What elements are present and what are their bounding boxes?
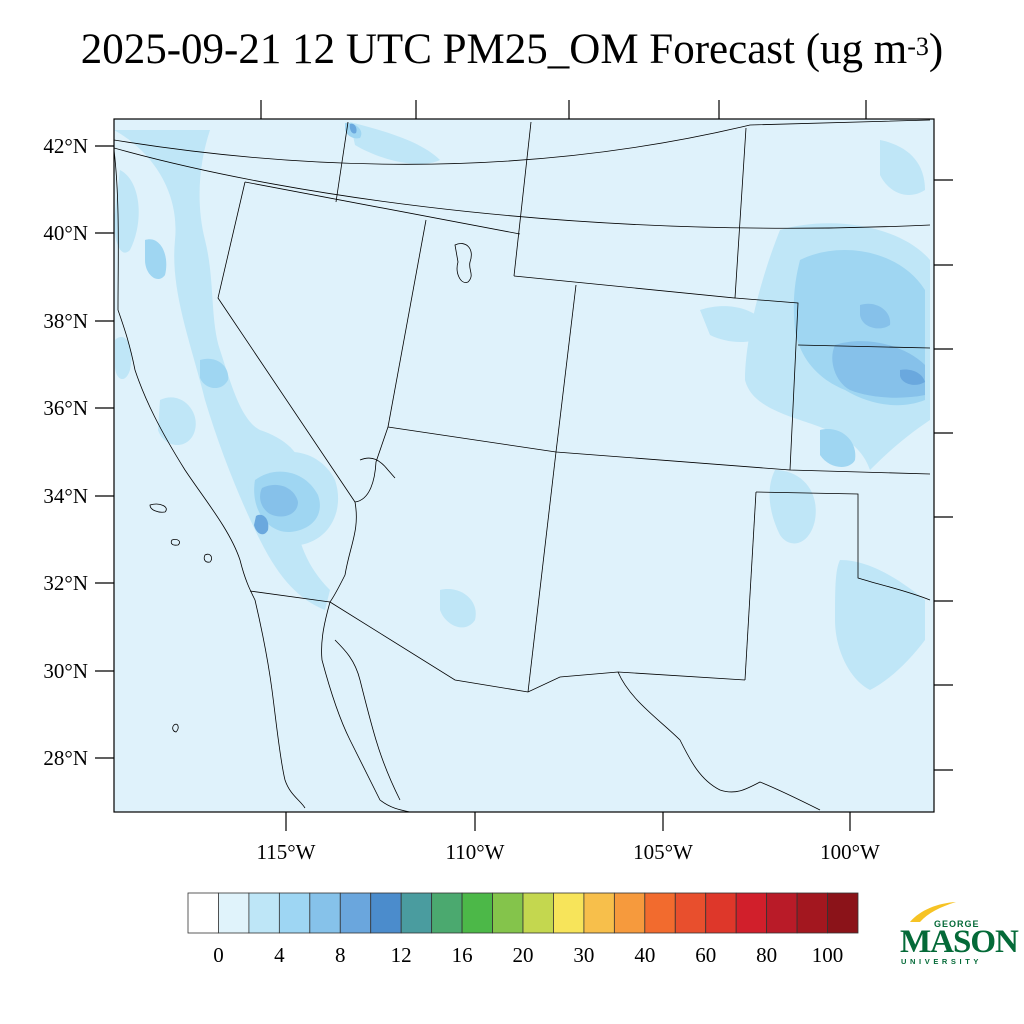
lon-label: 115°W bbox=[257, 840, 316, 864]
title-exponent: -3 bbox=[907, 32, 929, 61]
lat-label: 42°N bbox=[43, 134, 88, 158]
colorbar-box bbox=[431, 892, 463, 934]
logo-george: GEORGE bbox=[934, 919, 980, 929]
map-frame bbox=[113, 118, 935, 813]
title-text: 2025-09-21 12 UTC PM25_OM Forecast (ug m bbox=[80, 26, 908, 73]
colorbar-box bbox=[461, 892, 493, 934]
colorbar-box bbox=[766, 892, 798, 934]
gmu-logo: GEORGE MASON UNIVERSITY bbox=[896, 898, 1019, 968]
lon-label: 100°W bbox=[820, 840, 880, 864]
colorbar-label: 0 bbox=[213, 943, 224, 967]
map-ticks bbox=[95, 100, 953, 831]
lat-label: 30°N bbox=[43, 659, 88, 683]
colorbar-label: 20 bbox=[513, 943, 534, 967]
latitude-labels: 42°N 40°N 38°N 36°N 34°N 32°N 30°N 28°N bbox=[43, 134, 88, 770]
colorbar-box bbox=[187, 892, 219, 934]
lat-label: 38°N bbox=[43, 309, 88, 333]
logo-university: UNIVERSITY bbox=[901, 957, 983, 966]
colorbar-label: 80 bbox=[756, 943, 777, 967]
colorbar-box bbox=[492, 892, 524, 934]
colorbar-box bbox=[827, 892, 859, 934]
colorbar-box bbox=[705, 892, 737, 934]
map-plot-area: 42°N 40°N 38°N 36°N 34°N 32°N 30°N 28°N … bbox=[43, 100, 953, 864]
colorbar-box bbox=[522, 892, 554, 934]
longitude-labels: 115°W 110°W 105°W 100°W bbox=[257, 840, 881, 864]
colorbar-box bbox=[553, 892, 585, 934]
colorbar-box bbox=[674, 892, 707, 934]
colorbar-labels: 0 4 8 12 16 20 30 40 60 80 100 bbox=[213, 943, 843, 967]
geographic-boundaries bbox=[114, 119, 931, 812]
colorbar-box bbox=[613, 892, 646, 934]
colorbar-box bbox=[796, 892, 828, 934]
colorbar-box bbox=[248, 892, 280, 934]
colorbar-box bbox=[735, 892, 768, 934]
title-close: ) bbox=[928, 26, 944, 73]
colorbar-label: 30 bbox=[573, 943, 594, 967]
colorbar-label: 8 bbox=[335, 943, 346, 967]
colorbar-label: 12 bbox=[391, 943, 412, 967]
map-title: 2025-09-21 12 UTC PM25_OM Forecast (ug m… bbox=[0, 20, 1024, 85]
colorbar-box bbox=[309, 892, 341, 934]
colorbar-box bbox=[583, 892, 615, 934]
lat-label: 32°N bbox=[43, 571, 88, 595]
logo-swoosh-icon bbox=[910, 902, 956, 922]
colorbar-label: 100 bbox=[812, 943, 844, 967]
lat-label: 34°N bbox=[43, 484, 88, 508]
colorbar-box bbox=[400, 892, 433, 934]
colorbar-label: 16 bbox=[452, 943, 473, 967]
concentration-shading bbox=[114, 122, 930, 690]
colorbar-box bbox=[339, 892, 372, 934]
colorbar-label: 40 bbox=[634, 943, 655, 967]
logo-mason: MASON bbox=[900, 924, 1019, 960]
lon-label: 110°W bbox=[446, 840, 505, 864]
colorbar-box bbox=[278, 892, 311, 934]
colorbar-label: 4 bbox=[274, 943, 285, 967]
colorbar-boxes bbox=[187, 892, 859, 934]
lat-label: 36°N bbox=[43, 396, 88, 420]
lon-label: 105°W bbox=[633, 840, 693, 864]
lat-label: 40°N bbox=[43, 221, 88, 245]
colorbar: 0 4 8 12 16 20 30 40 60 80 100 bbox=[187, 892, 859, 967]
colorbar-box bbox=[218, 892, 250, 934]
lat-label: 28°N bbox=[43, 746, 88, 770]
colorbar-label: 60 bbox=[695, 943, 716, 967]
colorbar-box bbox=[370, 892, 402, 934]
colorbar-box bbox=[644, 892, 676, 934]
